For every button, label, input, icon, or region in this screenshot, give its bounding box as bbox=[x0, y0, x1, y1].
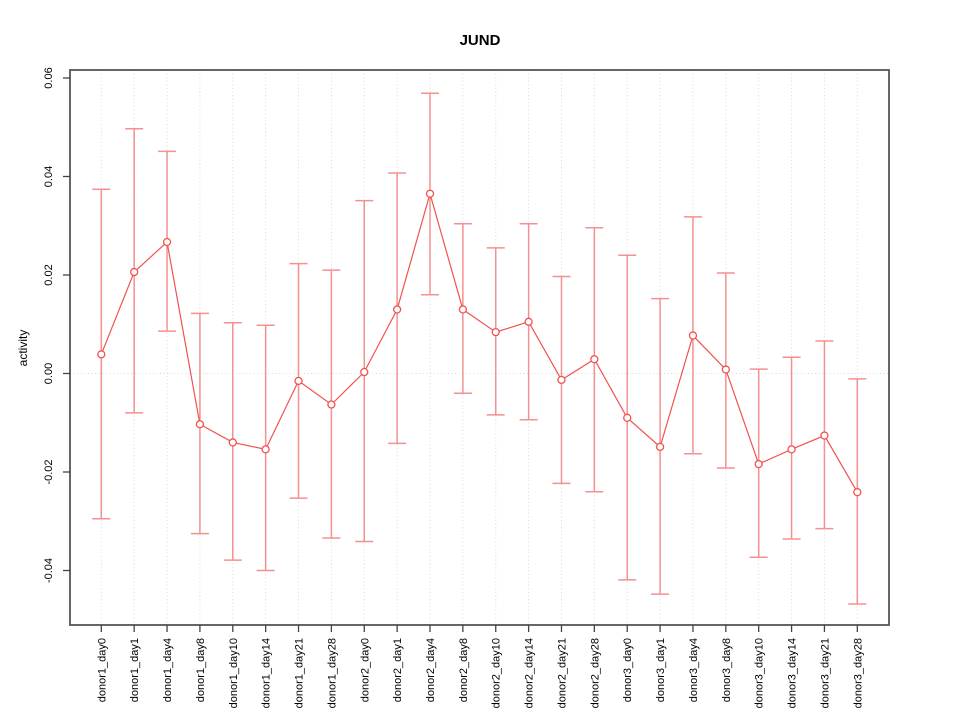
chart-title: JUND bbox=[460, 32, 501, 49]
x-tick-label: donor1_day4 bbox=[162, 638, 174, 702]
x-tick-label: donor3_day10 bbox=[754, 638, 766, 708]
data-point bbox=[458, 305, 468, 314]
series-line bbox=[100, 191, 858, 493]
x-tick-label: donor1_day14 bbox=[261, 638, 273, 708]
data-point bbox=[294, 376, 303, 386]
data-point bbox=[327, 400, 336, 409]
x-tick-label: donor2_day10 bbox=[491, 638, 503, 708]
x-tick-label: donor2_day8 bbox=[458, 638, 470, 702]
data-point bbox=[754, 459, 763, 469]
data-point bbox=[491, 327, 500, 337]
data-point bbox=[162, 237, 172, 247]
x-tick-label: donor2_day4 bbox=[425, 638, 437, 702]
y-tick-label: 0.04 bbox=[43, 166, 55, 187]
x-tick-label: donor2_day28 bbox=[589, 638, 601, 708]
data-point bbox=[590, 355, 599, 364]
grid-layer bbox=[70, 70, 889, 625]
x-tick-label: donor2_day21 bbox=[556, 638, 568, 708]
data-point bbox=[524, 317, 533, 326]
x-tick-label: donor1_day1 bbox=[129, 638, 141, 702]
data-point bbox=[261, 445, 270, 454]
data-point bbox=[97, 350, 106, 359]
x-tick-label: donor3_day21 bbox=[819, 638, 831, 708]
data-point bbox=[557, 375, 566, 385]
y-tick-label: -0.02 bbox=[43, 459, 55, 484]
axis-layer: 0.06 0.04 0.02 0.00 -0.02 -0.04 donor1_day0 don… bbox=[43, 67, 890, 708]
x-tick-label: donor1_day21 bbox=[294, 638, 306, 708]
y-axis-label: activity bbox=[16, 330, 30, 367]
y-tick-label: 0.06 bbox=[43, 67, 55, 88]
x-tick-label: donor2_day0 bbox=[359, 638, 371, 702]
x-tick-label: donor3_day8 bbox=[721, 638, 733, 702]
data-point bbox=[787, 445, 796, 454]
y-tick-label: 0.00 bbox=[43, 363, 55, 384]
x-tick-label: donor3_day14 bbox=[787, 638, 799, 708]
data-point bbox=[392, 305, 402, 314]
x-tick-label: donor1_day0 bbox=[96, 638, 108, 702]
x-tick-label: donor3_day4 bbox=[688, 638, 700, 702]
data-point bbox=[228, 438, 237, 447]
data-point bbox=[688, 331, 698, 340]
data-series bbox=[92, 92, 867, 605]
x-tick-label: donor1_day28 bbox=[326, 638, 338, 708]
x-tick-label: donor2_day14 bbox=[524, 638, 536, 708]
data-point bbox=[820, 431, 829, 440]
x-tick-label: donor3_day1 bbox=[655, 638, 667, 702]
data-point bbox=[853, 488, 862, 497]
x-tick-label: donor1_day10 bbox=[228, 638, 240, 708]
data-point bbox=[655, 442, 665, 452]
x-tick-label: donor3_day28 bbox=[852, 638, 864, 708]
data-point bbox=[130, 267, 139, 277]
plot-box bbox=[69, 69, 890, 626]
data-point bbox=[425, 189, 435, 198]
x-tick-label: donor2_day1 bbox=[392, 638, 404, 702]
x-tick-label: donor1_day8 bbox=[195, 638, 207, 702]
data-point bbox=[360, 367, 369, 377]
data-point bbox=[623, 413, 632, 422]
y-tick-label: 0.02 bbox=[43, 264, 55, 285]
y-tick-label: -0.04 bbox=[43, 558, 55, 583]
x-tick-label: donor3_day0 bbox=[622, 638, 634, 702]
data-point bbox=[721, 365, 730, 374]
data-point bbox=[195, 420, 205, 429]
